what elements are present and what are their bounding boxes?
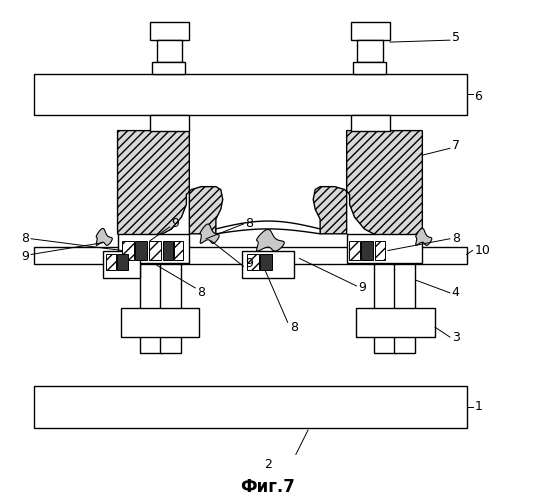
Text: 8: 8 <box>245 218 254 230</box>
Text: 9: 9 <box>245 257 254 270</box>
Bar <box>34 74 467 115</box>
Polygon shape <box>313 130 422 238</box>
Bar <box>34 246 467 264</box>
Polygon shape <box>257 230 284 251</box>
Polygon shape <box>416 228 432 246</box>
Bar <box>117 254 129 270</box>
Bar <box>106 254 116 270</box>
Bar <box>152 62 185 74</box>
Bar <box>351 22 390 40</box>
Polygon shape <box>200 224 219 244</box>
Bar <box>375 240 385 260</box>
Bar <box>347 234 422 264</box>
Text: 8: 8 <box>289 320 297 334</box>
Polygon shape <box>117 130 223 238</box>
Bar <box>135 240 147 260</box>
Text: 8: 8 <box>197 286 205 300</box>
Text: 8: 8 <box>21 232 29 245</box>
Bar <box>394 264 415 353</box>
Polygon shape <box>216 221 320 234</box>
Text: 3: 3 <box>452 330 460 344</box>
Bar <box>34 386 467 428</box>
Bar <box>160 264 182 353</box>
Bar <box>150 115 189 130</box>
Bar <box>117 234 189 264</box>
Bar <box>123 240 135 260</box>
Bar <box>163 240 173 260</box>
Bar <box>140 264 162 353</box>
Bar <box>361 240 373 260</box>
Text: Фиг.7: Фиг.7 <box>241 478 295 496</box>
Bar <box>157 40 182 62</box>
Text: 2: 2 <box>264 458 272 471</box>
Bar <box>149 240 161 260</box>
Bar <box>351 115 390 130</box>
Text: 8: 8 <box>452 232 460 245</box>
Bar <box>121 308 199 337</box>
Text: 1: 1 <box>474 400 482 413</box>
Text: 9: 9 <box>359 282 366 294</box>
Bar <box>150 22 189 40</box>
Polygon shape <box>96 228 112 246</box>
Text: 9: 9 <box>21 250 29 263</box>
Bar <box>174 240 183 260</box>
Bar <box>358 40 383 62</box>
Bar <box>247 254 259 270</box>
Bar <box>260 254 272 270</box>
Text: 9: 9 <box>172 218 180 230</box>
Text: 7: 7 <box>452 139 460 152</box>
Bar <box>374 264 396 353</box>
Bar <box>356 308 435 337</box>
Bar <box>348 240 360 260</box>
Bar <box>103 250 140 278</box>
Text: 5: 5 <box>452 30 460 44</box>
Bar <box>242 250 294 278</box>
Text: 6: 6 <box>474 90 482 102</box>
Bar <box>353 62 386 74</box>
Text: 10: 10 <box>474 244 490 257</box>
Text: 4: 4 <box>452 286 460 300</box>
